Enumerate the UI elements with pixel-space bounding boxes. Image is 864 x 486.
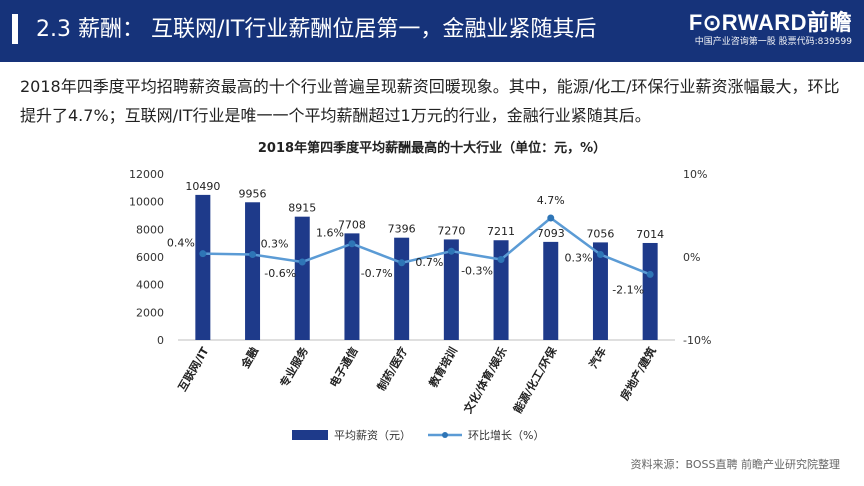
y-right-tick-label: -10% xyxy=(683,334,711,347)
growth-line xyxy=(202,216,651,276)
growth-data-label: -2.1% xyxy=(612,283,644,296)
growth-data-label: 1.6% xyxy=(316,227,344,240)
salary-chart: 2018年第四季度平均薪酬最高的十大行业（单位：元，%） 0 2000 4000 60… xyxy=(129,140,711,442)
salary-data-label: 10490 xyxy=(185,180,220,193)
growth-point xyxy=(646,270,654,278)
salary-data-label: 7211 xyxy=(487,225,515,238)
growth-data-label: -0.3% xyxy=(461,264,493,277)
salary-data-label: 7093 xyxy=(537,227,565,240)
x-tick-label: 能源/化工/环保 xyxy=(510,344,560,416)
salary-bar xyxy=(443,239,459,340)
growth-point xyxy=(596,251,604,259)
y-left-tick-label: 8000 xyxy=(136,223,164,236)
growth-point xyxy=(398,259,406,267)
x-tick-label: 教育培训 xyxy=(425,345,460,391)
salary-data-label: 7708 xyxy=(338,218,366,231)
salary-data-label: 7270 xyxy=(437,224,465,237)
legend-label-growth: 环比增长（%） xyxy=(468,428,544,442)
salary-bar xyxy=(294,216,310,340)
salary-bar xyxy=(642,242,658,340)
salary-data-label: 8915 xyxy=(288,202,316,215)
intro-paragraph: 2018年四季度平均招聘薪资最高的十个行业普遍呈现薪资回暖现象。其中，能源/化工… xyxy=(20,72,844,130)
y-left-tick-label: 4000 xyxy=(136,279,164,292)
legend-label-salary: 平均薪资（元） xyxy=(334,429,411,442)
growth-point xyxy=(249,251,257,259)
growth-point xyxy=(199,250,207,258)
header-accent-bar xyxy=(12,14,18,44)
salary-data-label: 7396 xyxy=(388,223,416,236)
logo-wordmark: F⊙RWARD前瞻 xyxy=(688,10,852,35)
legend-marker-growth xyxy=(442,432,448,438)
growth-point xyxy=(447,247,455,255)
y-left-tick-label: 2000 xyxy=(136,306,164,319)
salary-bar xyxy=(543,241,559,340)
growth-data-label: 0.3% xyxy=(261,238,289,251)
chart-title: 2018年第四季度平均薪酬最高的十大行业（单位：元，%） xyxy=(258,140,606,156)
y-right-tick-label: 10% xyxy=(683,168,707,181)
salary-bar xyxy=(195,194,211,340)
growth-point xyxy=(497,255,505,263)
salary-bar xyxy=(245,202,261,340)
growth-data-label: -0.7% xyxy=(361,267,393,280)
y-right-tick-label: 0% xyxy=(683,251,700,264)
growth-point xyxy=(298,258,306,266)
growth-data-label: 0.4% xyxy=(167,237,195,250)
salary-data-label: 9956 xyxy=(239,187,267,200)
growth-data-label: 0.3% xyxy=(564,252,592,265)
y-left-tick-label: 12000 xyxy=(129,168,164,181)
salary-bar xyxy=(344,233,360,340)
brand-logo: F⊙RWARD前瞻 中国产业咨询第一股 股票代码:839599 xyxy=(682,10,852,54)
salary-data-label: 7014 xyxy=(636,228,664,241)
logo-tagline: 中国产业咨询第一股 股票代码:839599 xyxy=(694,37,852,47)
legend-swatch-salary xyxy=(292,430,328,440)
x-tick-label: 金融 xyxy=(238,345,262,372)
salary-bar xyxy=(493,240,509,340)
growth-data-label: 4.7% xyxy=(537,194,565,207)
salary-bar xyxy=(592,242,608,340)
growth-data-label: -0.6% xyxy=(264,267,296,280)
x-tick-label: 文化/体育/娱乐 xyxy=(461,345,510,416)
x-tick-label: 汽车 xyxy=(586,345,609,371)
source-note: 资料来源：BOSS直聘 前瞻产业研究院整理 xyxy=(630,458,840,471)
y-left-tick-label: 10000 xyxy=(129,196,164,209)
x-tick-label: 专业服务 xyxy=(277,344,312,390)
x-tick-label: 电子通信 xyxy=(326,345,360,390)
salary-data-label: 7056 xyxy=(586,227,614,240)
page-header: 2.3 薪酬： 互联网/IT行业薪酬位居第一，金融业紧随其后 F⊙RWARD前瞻… xyxy=(0,0,864,62)
page-title: 2.3 薪酬： 互联网/IT行业薪酬位居第一，金融业紧随其后 xyxy=(36,17,597,42)
x-tick-label: 互联网/IT xyxy=(175,344,212,394)
growth-point xyxy=(348,240,356,248)
salary-bar xyxy=(394,237,410,340)
x-tick-label: 房地产/建筑 xyxy=(617,345,659,403)
intro-text: 2018年四季度平均招聘薪资最高的十个行业普遍呈现薪资回暖现象。其中，能源/化工… xyxy=(20,77,840,125)
y-left-tick-label: 0 xyxy=(157,334,164,347)
growth-point xyxy=(547,214,555,222)
x-tick-label: 制药/医疗 xyxy=(374,345,410,394)
y-left-tick-label: 6000 xyxy=(136,251,164,264)
growth-data-label: 0.7% xyxy=(415,256,443,269)
